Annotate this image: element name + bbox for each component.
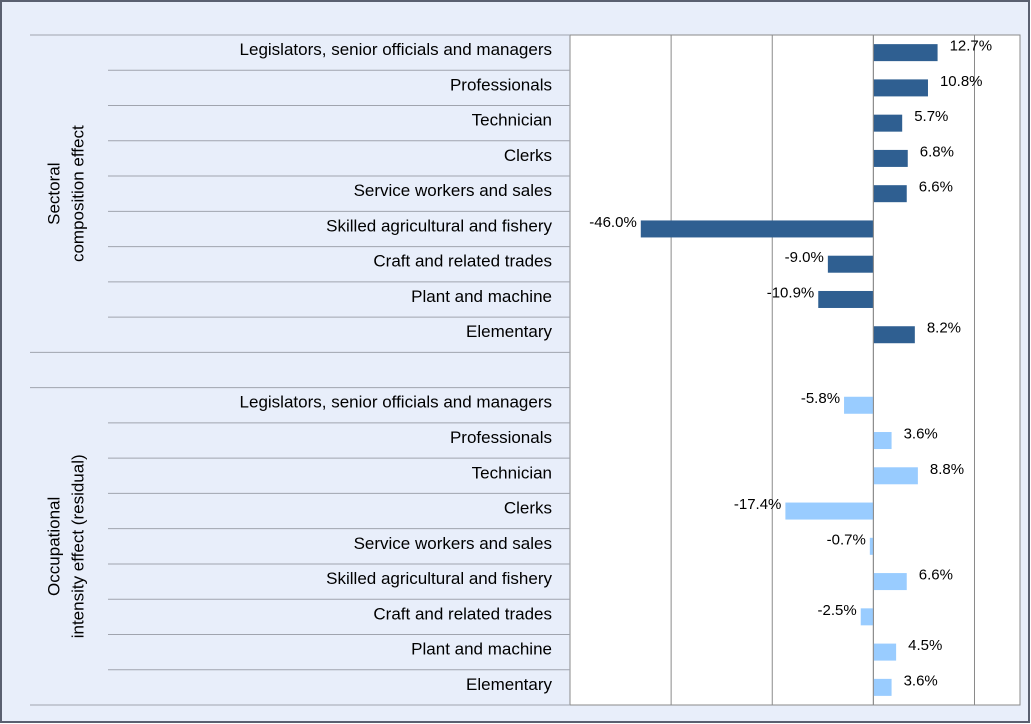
category-label: Elementary [466,675,552,694]
value-label: 8.2% [927,320,961,337]
category-label: Service workers and sales [354,534,552,553]
bar [873,79,928,97]
category-label: Craft and related trades [373,252,552,271]
plot-area [569,34,1021,706]
group-label: Sectoral [44,162,63,224]
bar [827,255,874,273]
bar [873,643,897,661]
bar [844,396,874,414]
category-label: Skilled agricultural and fishery [326,216,552,235]
bar [873,149,908,167]
value-label: 12.7% [950,38,993,55]
value-label: 3.6% [904,672,938,689]
category-label: Skilled agricultural and fishery [326,569,552,588]
bar [873,432,892,450]
category-label: Legislators, senior officials and manage… [240,393,552,412]
category-label: Plant and machine [411,287,552,306]
bar [873,467,918,485]
bar [860,608,874,626]
category-label: Professionals [450,428,552,447]
value-label: 10.8% [940,73,983,90]
category-label: Craft and related trades [373,604,552,623]
value-label: -0.7% [827,531,866,548]
category-label: Technician [472,111,552,130]
bar [818,290,874,308]
value-label: -2.5% [818,602,857,619]
group-label: Occupational [44,497,63,596]
category-label: Professionals [450,75,552,94]
value-label: 4.5% [908,637,942,654]
category-label: Service workers and sales [354,181,552,200]
bar [873,44,938,62]
category-label: Technician [472,463,552,482]
value-label: -9.0% [785,249,824,266]
bar [873,678,892,696]
category-label: Legislators, senior officials and manage… [240,40,552,59]
value-label: -17.4% [734,496,782,513]
value-label: 8.8% [930,461,964,478]
bar [785,502,874,520]
bar [640,220,874,238]
value-label: 6.8% [920,143,954,160]
bar [873,326,915,344]
category-label: Clerks [504,146,552,165]
value-label: -5.8% [801,390,840,407]
value-label: 3.6% [904,425,938,442]
category-label: Clerks [504,499,552,518]
value-label: 6.6% [919,567,953,584]
value-label: -10.9% [767,284,815,301]
bar [873,114,903,132]
value-label: 5.7% [914,108,948,125]
value-label: -46.0% [589,214,637,231]
category-label: Plant and machine [411,640,552,659]
value-label: 6.6% [919,179,953,196]
category-label: Elementary [466,322,552,341]
bar [869,537,874,555]
group-label: composition effect [68,125,87,262]
bar [873,573,907,591]
bar [873,185,907,203]
group-label: intensity effect (residual) [68,454,87,638]
